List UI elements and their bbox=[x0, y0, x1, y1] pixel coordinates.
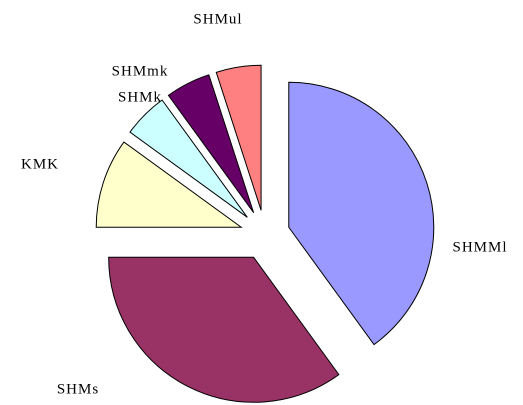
slice-label: SHMMl bbox=[452, 239, 507, 255]
slice-label: KMK bbox=[21, 156, 59, 172]
slice-label: SHMs bbox=[57, 381, 99, 397]
pie-slice bbox=[108, 256, 340, 403]
pie-slice bbox=[167, 74, 255, 214]
slice-label: SHMmk bbox=[112, 63, 169, 79]
slice-label: SHMk bbox=[118, 89, 162, 105]
pie-slice bbox=[288, 81, 435, 346]
slice-label: SHMul bbox=[193, 11, 242, 27]
pie-slice bbox=[129, 99, 248, 218]
pie-slice bbox=[215, 64, 262, 211]
pie-slice bbox=[95, 141, 243, 228]
